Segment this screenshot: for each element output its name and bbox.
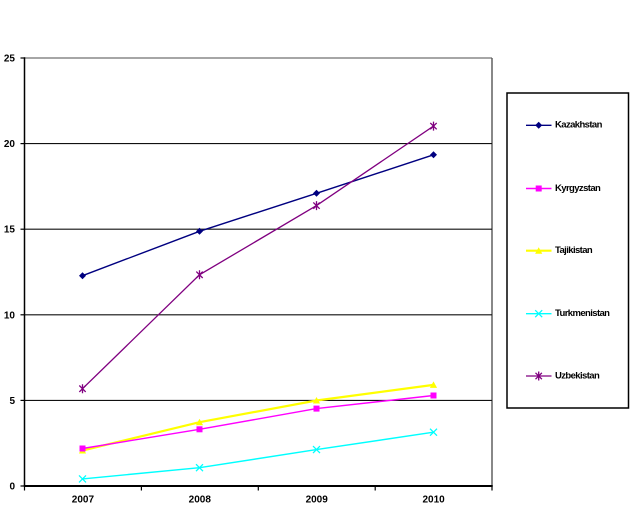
svg-text:15: 15 [4,225,16,236]
svg-text:Kazakhstan: Kazakhstan [555,120,603,131]
svg-text:Turkmenistan: Turkmenistan [555,308,610,319]
svg-text:20: 20 [4,139,16,150]
svg-text:0: 0 [9,482,15,493]
svg-text:2007: 2007 [72,495,95,506]
svg-text:2008: 2008 [189,495,212,506]
svg-text:5: 5 [9,396,15,407]
svg-text:10: 10 [4,310,16,321]
svg-text:Kyrgyzstan: Kyrgyzstan [555,183,601,194]
svg-text:25: 25 [4,54,16,65]
svg-text:2010: 2010 [422,495,445,506]
svg-text:Uzbekistan: Uzbekistan [555,370,600,381]
svg-text:Tajikistan: Tajikistan [555,245,593,256]
svg-text:2009: 2009 [306,495,329,506]
